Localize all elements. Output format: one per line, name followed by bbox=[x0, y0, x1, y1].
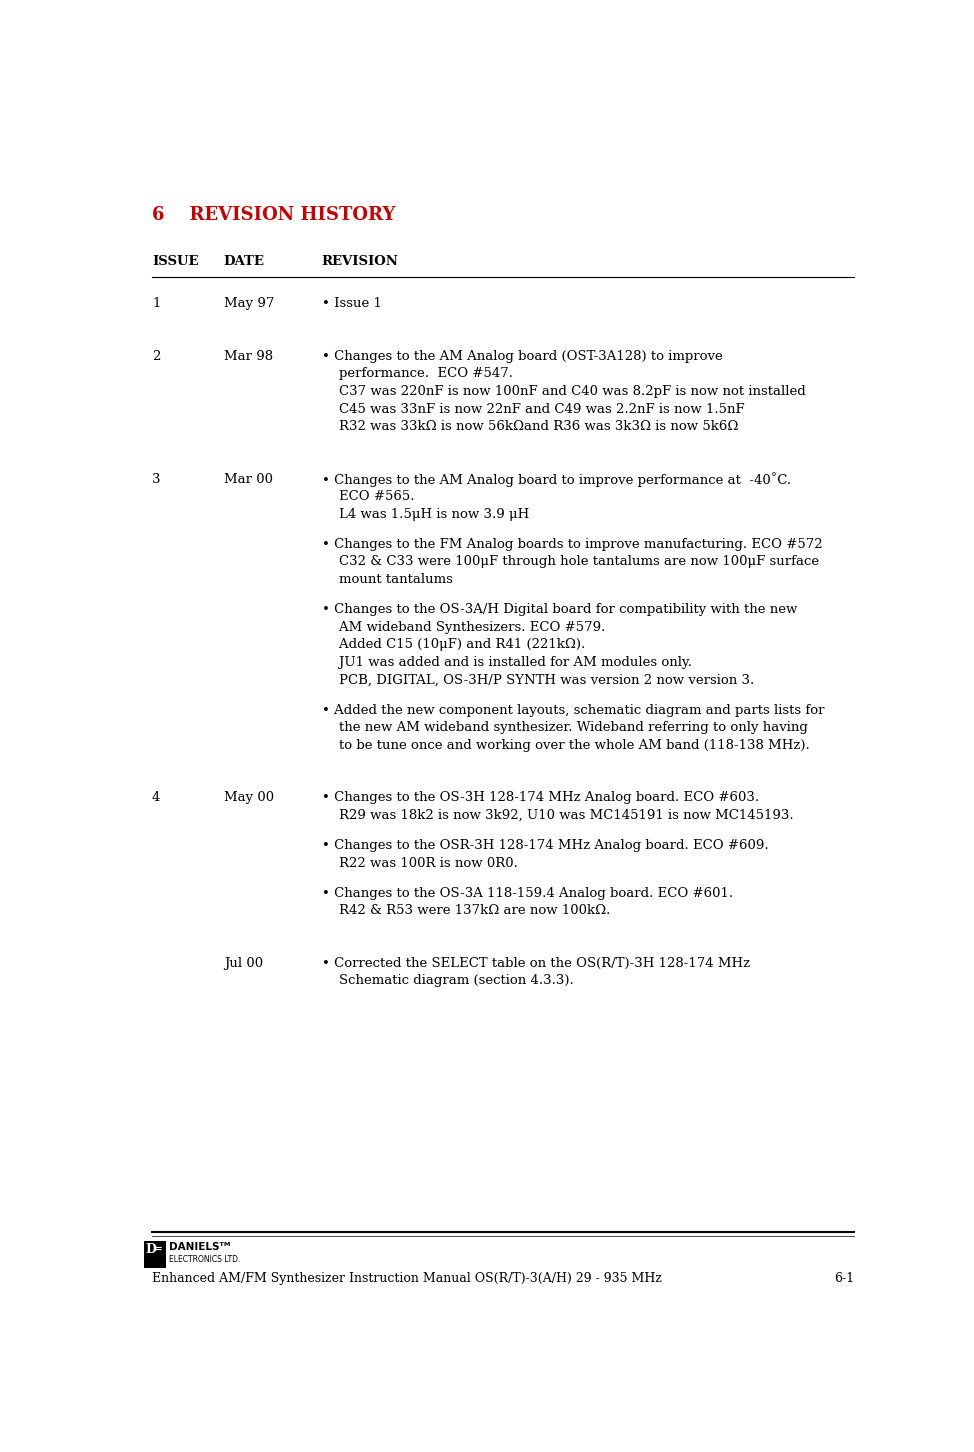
Text: • Changes to the OSR-3H 128-174 MHz Analog board. ECO #609.: • Changes to the OSR-3H 128-174 MHz Anal… bbox=[321, 839, 768, 852]
Text: • Changes to the AM Analog board to improve performance at  -40˚C.: • Changes to the AM Analog board to impr… bbox=[321, 472, 791, 488]
Text: to be tune once and working over the whole AM band (118-138 MHz).: to be tune once and working over the who… bbox=[321, 739, 809, 752]
Text: 6-1: 6-1 bbox=[834, 1272, 854, 1285]
Text: • Issue 1: • Issue 1 bbox=[321, 298, 382, 311]
Text: DANIELSᵀᴹ: DANIELSᵀᴹ bbox=[169, 1241, 231, 1252]
Text: Mar 00: Mar 00 bbox=[224, 472, 273, 485]
Text: performance.  ECO #547.: performance. ECO #547. bbox=[321, 367, 512, 380]
Text: REVISION: REVISION bbox=[321, 254, 398, 267]
Text: Schematic diagram (section 4.3.3).: Schematic diagram (section 4.3.3). bbox=[321, 974, 574, 987]
Text: ═: ═ bbox=[153, 1243, 160, 1256]
Text: C32 & C33 were 100μF through hole tantalums are now 100μF surface: C32 & C33 were 100μF through hole tantal… bbox=[321, 556, 819, 569]
Text: • Added the new component layouts, schematic diagram and parts lists for: • Added the new component layouts, schem… bbox=[321, 704, 824, 717]
Text: 6    REVISION HISTORY: 6 REVISION HISTORY bbox=[152, 206, 395, 224]
Text: Added C15 (10μF) and R41 (221kΩ).: Added C15 (10μF) and R41 (221kΩ). bbox=[321, 639, 585, 652]
Text: ISSUE: ISSUE bbox=[152, 254, 199, 267]
Text: Jul 00: Jul 00 bbox=[224, 957, 263, 970]
Text: PCB, DIGITAL, OS-3H/P SYNTH was version 2 now version 3.: PCB, DIGITAL, OS-3H/P SYNTH was version … bbox=[321, 674, 754, 687]
Text: AM wideband Synthesizers. ECO #579.: AM wideband Synthesizers. ECO #579. bbox=[321, 621, 605, 633]
Text: • Changes to the OS-3A 118-159.4 Analog board. ECO #601.: • Changes to the OS-3A 118-159.4 Analog … bbox=[321, 887, 732, 900]
Text: 3: 3 bbox=[152, 472, 161, 485]
Text: May 00: May 00 bbox=[224, 791, 274, 804]
Text: • Changes to the FM Analog boards to improve manufacturing. ECO #572: • Changes to the FM Analog boards to imp… bbox=[321, 537, 822, 550]
Text: JU1 was added and is installed for AM modules only.: JU1 was added and is installed for AM mo… bbox=[321, 656, 692, 669]
Text: ELECTRONICS LTD.: ELECTRONICS LTD. bbox=[169, 1256, 241, 1265]
Text: DATE: DATE bbox=[224, 254, 265, 267]
Text: R32 was 33kΩ is now 56kΩand R36 was 3k3Ω is now 5k6Ω: R32 was 33kΩ is now 56kΩand R36 was 3k3Ω… bbox=[321, 420, 738, 433]
Text: C45 was 33nF is now 22nF and C49 was 2.2nF is now 1.5nF: C45 was 33nF is now 22nF and C49 was 2.2… bbox=[321, 402, 744, 415]
Text: 4: 4 bbox=[152, 791, 161, 804]
Text: Enhanced AM/FM Synthesizer Instruction Manual OS(R/T)-3(A/H) 29 - 935 MHz: Enhanced AM/FM Synthesizer Instruction M… bbox=[152, 1272, 661, 1285]
Text: C37 was 220nF is now 100nF and C40 was 8.2pF is now not installed: C37 was 220nF is now 100nF and C40 was 8… bbox=[321, 385, 805, 398]
Text: May 97: May 97 bbox=[224, 298, 274, 311]
Text: • Changes to the OS-3A/H Digital board for compatibility with the new: • Changes to the OS-3A/H Digital board f… bbox=[321, 603, 797, 616]
Text: • Corrected the SELECT table on the OS(R/T)-3H 128-174 MHz: • Corrected the SELECT table on the OS(R… bbox=[321, 957, 750, 970]
Text: D: D bbox=[145, 1243, 156, 1256]
Text: R22 was 100R is now 0R0.: R22 was 100R is now 0R0. bbox=[321, 857, 517, 870]
Text: mount tantalums: mount tantalums bbox=[321, 574, 453, 587]
Text: 1: 1 bbox=[152, 298, 161, 311]
Text: the new AM wideband synthesizer. Wideband referring to only having: the new AM wideband synthesizer. Wideban… bbox=[321, 722, 807, 735]
Text: R29 was 18k2 is now 3k92, U10 was MC145191 is now MC145193.: R29 was 18k2 is now 3k92, U10 was MC1451… bbox=[321, 809, 794, 822]
Text: Mar 98: Mar 98 bbox=[224, 350, 273, 363]
Bar bbox=[144, 1241, 166, 1268]
Text: L4 was 1.5μH is now 3.9 μH: L4 was 1.5μH is now 3.9 μH bbox=[321, 508, 529, 521]
Text: R42 & R53 were 137kΩ are now 100kΩ.: R42 & R53 were 137kΩ are now 100kΩ. bbox=[321, 905, 610, 918]
Text: 2: 2 bbox=[152, 350, 161, 363]
Text: • Changes to the AM Analog board (OST-3A128) to improve: • Changes to the AM Analog board (OST-3A… bbox=[321, 350, 723, 363]
Text: ECO #565.: ECO #565. bbox=[321, 491, 414, 504]
Text: • Changes to the OS-3H 128-174 MHz Analog board. ECO #603.: • Changes to the OS-3H 128-174 MHz Analo… bbox=[321, 791, 759, 804]
